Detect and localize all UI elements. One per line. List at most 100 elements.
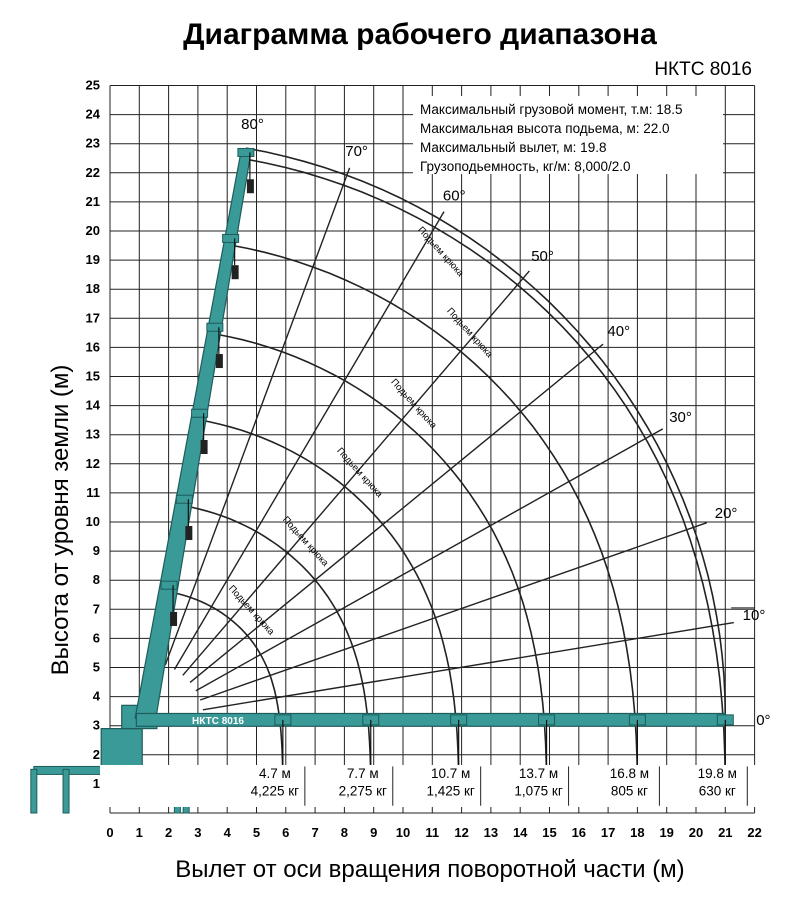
x-tick-label: 10 (396, 825, 410, 840)
angle-ray (173, 211, 445, 670)
crane-outrigger-leg (30, 768, 38, 814)
angle-ray (202, 621, 734, 711)
angle-ray (189, 343, 604, 684)
capacity-table-bg (100, 764, 765, 807)
capacity-load: 630 кг (699, 784, 736, 799)
hook-path-label: Подьем крюка (280, 514, 331, 569)
capacity-reach: 4.7 м (259, 766, 291, 781)
y-tick-label: 25 (86, 78, 100, 93)
x-tick-label: 1 (136, 825, 143, 840)
x-tick-label: 22 (747, 825, 761, 840)
capacity-load: 4,225 кг (251, 784, 299, 799)
y-tick-label: 19 (86, 252, 100, 267)
x-tick-label: 7 (311, 825, 318, 840)
boom-joint (191, 408, 209, 418)
x-tick-label: 21 (718, 825, 732, 840)
capacity-load: 805 кг (611, 784, 648, 799)
info-capacity: Грузоподьемность, кг/м: 8,000/2.0 (420, 159, 631, 174)
x-tick-label: 3 (194, 825, 201, 840)
hook-arc (184, 505, 372, 787)
x-tick-label: 12 (454, 825, 468, 840)
x-tick-label: 11 (425, 825, 439, 840)
hook-block (231, 265, 239, 280)
capacity-load: 1,425 кг (426, 784, 474, 799)
y-tick-label: 9 (93, 543, 100, 558)
capacity-reach: 10.7 м (431, 766, 470, 781)
capacity-reach: 19.8 м (698, 766, 737, 781)
angle-label: 50° (531, 248, 554, 265)
angle-label: 70° (345, 143, 368, 160)
hook-path-label: Подьем крюка (415, 225, 466, 280)
boom-joint (206, 322, 224, 332)
hook-block (200, 440, 208, 455)
x-tick-label: 18 (630, 825, 644, 840)
y-tick-label: 14 (86, 398, 101, 413)
x-tick-label: 5 (253, 825, 260, 840)
hook-path-label: Подьем крюка (334, 446, 385, 501)
angle-ray (164, 167, 351, 666)
angle-ray (182, 270, 530, 676)
y-tick-label: 6 (93, 630, 100, 645)
crane-illustration: НКТС 8016 (30, 147, 734, 814)
x-tick-label: 6 (282, 825, 289, 840)
crane-outrigger-leg (62, 768, 70, 814)
info-height: Максимальная высота подьема, м: 22.0 (420, 121, 670, 136)
angle-label: 0° (756, 712, 770, 729)
y-tick-label: 22 (86, 165, 100, 180)
hook-arc (245, 158, 727, 787)
y-tick-label: 17 (86, 310, 100, 325)
capacity-reach: 16.8 м (610, 766, 649, 781)
info-box-bg (413, 96, 723, 174)
model-label: НКТС 8016 (654, 59, 752, 80)
y-tick-label: 24 (86, 107, 101, 122)
info-moment: Максимальный грузовой момент, т.м: 18.5 (420, 102, 683, 117)
y-tick-label: 23 (86, 136, 100, 151)
outer-arc (245, 147, 727, 716)
x-tick-label: 17 (601, 825, 615, 840)
hook-block (215, 354, 223, 369)
y-tick-label: 21 (86, 194, 100, 209)
y-tick-label: 1 (93, 776, 100, 791)
angle-label: 40° (607, 323, 630, 340)
hook-arc (199, 419, 460, 787)
angle-label: 20° (715, 505, 738, 522)
hook-arc (230, 244, 639, 787)
angle-label: 10° (743, 607, 766, 624)
y-tick-label: 12 (86, 456, 100, 471)
angle-ray (199, 522, 708, 701)
x-tick-label: 8 (341, 825, 348, 840)
capacity-reach: 13.7 м (519, 766, 558, 781)
angle-rays (164, 167, 734, 711)
hook-block (246, 179, 254, 194)
y-tick-label: 2 (93, 747, 100, 762)
capacity-load: 1,075 кг (514, 784, 562, 799)
info-reach: Максимальный вылет, м: 19.8 (420, 140, 606, 155)
hook-path-label: Подьем крюка (226, 583, 277, 638)
reach-arcs (168, 147, 727, 787)
hook-block (170, 611, 178, 626)
x-tick-label: 2 (165, 825, 172, 840)
boom-joint (222, 233, 240, 243)
y-tick-label: 20 (86, 223, 100, 238)
x-tick-label: 16 (572, 825, 586, 840)
y-tick-label: 8 (93, 572, 100, 587)
y-tick-label: 15 (86, 369, 100, 384)
x-tick-label: 20 (689, 825, 703, 840)
x-tick-label: 13 (484, 825, 498, 840)
angle-label: 80° (241, 116, 264, 133)
y-tick-label: 18 (86, 281, 100, 296)
capacity-reach: 7.7 м (347, 766, 379, 781)
crane-column (100, 728, 143, 770)
y-tick-label: 7 (93, 601, 100, 616)
hook-block (185, 525, 193, 540)
boom-label: НКТС 8016 (192, 716, 244, 727)
y-tick-label: 3 (93, 718, 100, 733)
x-tick-label: 19 (659, 825, 673, 840)
capacity-load: 2,275 кг (339, 784, 387, 799)
boom-joint (237, 147, 255, 157)
y-axis-label: Высота от уровня земли (м) (47, 365, 74, 676)
y-tick-label: 5 (93, 660, 100, 675)
x-axis-label: Вылет от оси вращения поворотной части (… (175, 856, 684, 883)
